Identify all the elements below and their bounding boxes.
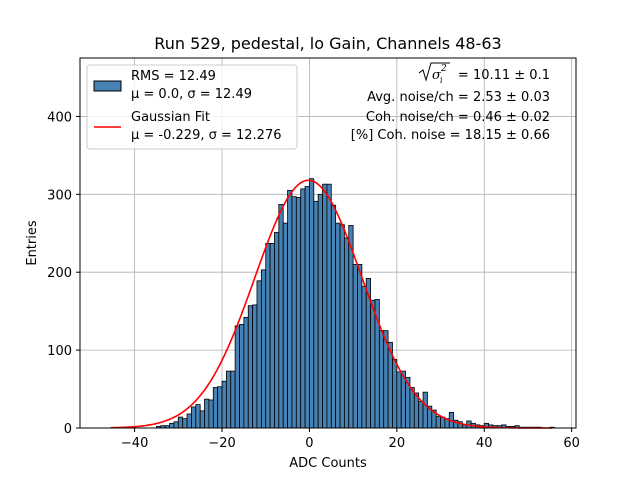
gaussian-fit-curve — [110, 179, 552, 429]
legend-patch-histogram — [93, 80, 122, 92]
histogram-bar — [309, 178, 315, 429]
histogram-bar — [221, 380, 227, 429]
y-tick-label: 300 — [47, 188, 72, 203]
histogram-bar — [304, 186, 310, 429]
avg-noise-annotation: Avg. noise/ch = 2.53 ± 0.03 — [367, 90, 550, 105]
histogram-bar — [282, 222, 288, 429]
histogram-bar — [169, 422, 175, 429]
histogram-bar — [239, 323, 245, 429]
histogram-bar — [195, 404, 201, 429]
legend-fit-label: Gaussian Fit — [131, 110, 210, 125]
histogram-bar — [256, 280, 262, 429]
histogram-bar — [247, 305, 254, 429]
x-tick-label: 0 — [305, 436, 313, 451]
x-tick-label: 60 — [563, 436, 580, 451]
x-tick-label: 40 — [476, 436, 493, 451]
histogram-bar — [252, 304, 258, 429]
legend-fit-params: μ = -0.229, σ = 12.276 — [131, 128, 281, 143]
histogram-bar — [287, 190, 293, 429]
x-axis-label: ADC Counts — [289, 456, 367, 471]
sqrt-sigma-value: = 10.11 ± 0.1 — [454, 68, 550, 83]
histogram-bar — [330, 204, 337, 429]
histogram-bar — [278, 204, 284, 429]
histogram-bar — [370, 299, 376, 429]
legend-frame — [86, 64, 298, 150]
histogram-bar — [269, 242, 275, 429]
legend: RMS = 12.49 μ = 0.0, σ = 12.49 Gaussian … — [86, 64, 298, 150]
histogram-bar — [352, 264, 358, 429]
histogram-bar — [234, 325, 240, 429]
histogram-bar — [317, 193, 323, 429]
x-axis-ticks: −40 −20 0 20 40 60 — [121, 428, 580, 451]
x-tick-label: 20 — [389, 436, 406, 451]
y-axis-label: Entries — [25, 220, 40, 266]
chart-title: Run 529, pedestal, lo Gain, Channels 48-… — [154, 34, 501, 53]
histogram-bar — [265, 242, 271, 429]
histogram-bar — [392, 359, 398, 429]
legend-rms-label: RMS = 12.49 — [131, 69, 216, 84]
histogram-bar — [243, 316, 249, 429]
histogram-bar — [348, 225, 354, 429]
legend-rms-params: μ = 0.0, σ = 12.49 — [131, 87, 252, 102]
histogram-bar — [435, 415, 441, 429]
pct-coh-noise-annotation: [%] Coh. noise = 18.15 ± 0.66 — [351, 128, 550, 143]
x-tick-label: −40 — [121, 436, 148, 451]
sqrt-sigma-symbol: σ 2 i — [418, 62, 450, 85]
histogram-bar — [361, 285, 367, 429]
x-tick-label: −20 — [208, 436, 235, 451]
histogram-bar — [186, 413, 192, 429]
histogram-bar — [260, 269, 267, 429]
histogram-bar — [357, 264, 363, 429]
plot-frame — [79, 57, 577, 429]
histogram-bar — [177, 416, 184, 429]
histogram-bar — [326, 183, 332, 429]
histogram-bar — [378, 330, 385, 429]
histogram-bar — [225, 370, 232, 429]
noise-annotations: σ 2 i = 10.11 ± 0.1 Avg. noise/ch = 2.53… — [351, 62, 550, 143]
histogram-bar — [313, 200, 319, 429]
svg-text:i: i — [440, 76, 443, 85]
histogram-bar — [204, 398, 210, 429]
y-axis-ticks: 0 100 200 300 400 — [47, 110, 80, 437]
histogram-bar — [191, 406, 197, 429]
histogram-bar — [422, 391, 428, 429]
svg-text:2: 2 — [440, 64, 447, 74]
histogram-bar — [295, 197, 302, 429]
histogram-bar — [322, 183, 328, 429]
histogram-bar — [217, 386, 223, 429]
histogram-bar — [274, 232, 280, 429]
histogram-bar — [300, 188, 306, 429]
y-tick-label: 0 — [64, 422, 72, 437]
histogram-bar — [409, 387, 415, 429]
svg-text:σ: σ — [432, 68, 442, 83]
histogram-bar — [182, 418, 188, 429]
histogram-bar — [343, 237, 350, 429]
histogram-bar — [396, 371, 402, 429]
histogram-bar — [208, 399, 214, 429]
histogram-bar — [291, 196, 297, 429]
histogram-bar — [212, 387, 219, 429]
histogram-bar — [230, 370, 236, 429]
histogram-bar — [199, 410, 205, 429]
y-tick-label: 400 — [47, 110, 72, 125]
coh-noise-annotation: Coh. noise/ch = 0.46 ± 0.02 — [366, 110, 550, 125]
histogram-bar — [173, 421, 179, 429]
histogram-bar — [339, 224, 345, 429]
histogram-bar — [418, 401, 424, 429]
y-tick-label: 100 — [47, 344, 72, 359]
histogram-bar — [335, 222, 341, 429]
y-tick-label: 200 — [47, 266, 72, 281]
